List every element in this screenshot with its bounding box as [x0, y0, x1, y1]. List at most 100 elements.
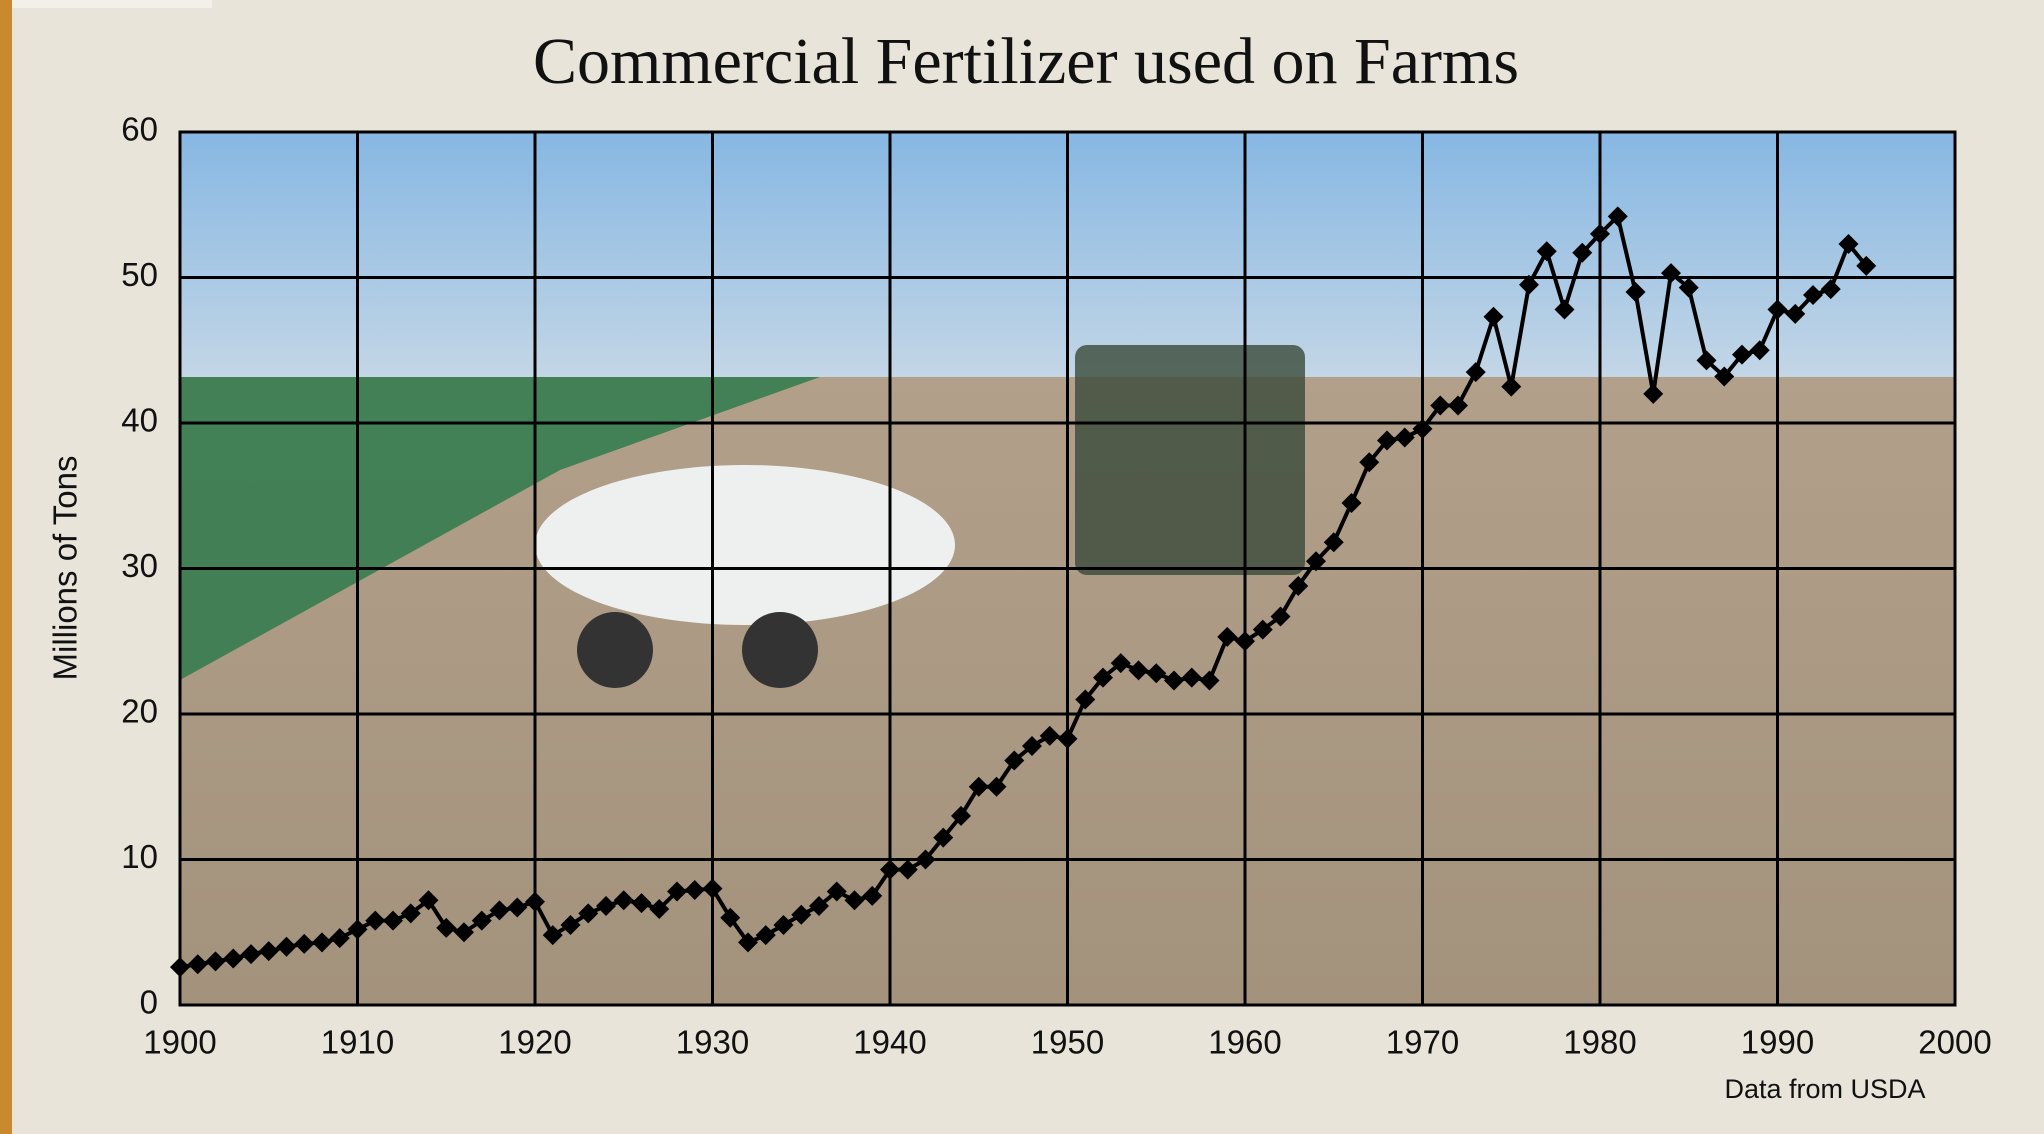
data-point: [1483, 306, 1504, 327]
data-point: [1075, 689, 1096, 710]
data-point: [205, 951, 226, 972]
data-point: [1767, 299, 1788, 320]
data-point: [1323, 532, 1344, 553]
data-point: [1430, 395, 1451, 416]
data-point: [809, 896, 829, 917]
data-point: [1093, 667, 1113, 688]
data-point: [258, 941, 279, 962]
data-point: [915, 849, 936, 870]
data-point: [418, 890, 439, 911]
data-point: [383, 910, 403, 931]
data-point: [187, 954, 208, 975]
data-point: [1696, 350, 1717, 371]
x-tick-label: 1970: [1386, 1024, 1459, 1061]
data-point: [1590, 223, 1610, 244]
data-point: [1572, 242, 1593, 263]
data-point: [1465, 362, 1486, 383]
x-tick-label: 2000: [1918, 1024, 1991, 1061]
data-point: [880, 859, 900, 880]
source-note: Data from USDA: [1724, 1074, 1925, 1104]
data-point: [986, 776, 1007, 797]
y-tick-label: 60: [121, 111, 158, 148]
data-point: [329, 928, 350, 949]
data-point: [436, 917, 457, 938]
data-point: [347, 919, 368, 940]
data-point: [738, 932, 758, 953]
data-point: [1412, 418, 1433, 439]
data-point: [1252, 619, 1273, 640]
data-point: [862, 885, 883, 906]
data-point: [755, 925, 776, 946]
data-point: [1199, 670, 1220, 691]
top-strip: [12, 0, 212, 8]
data-point: [578, 903, 599, 924]
data-point: [826, 881, 847, 902]
data-point: [1004, 750, 1025, 771]
data-point: [400, 903, 421, 924]
data-point: [1181, 667, 1202, 688]
data-point: [170, 957, 190, 978]
data-point: [1341, 493, 1362, 514]
data-point: [1270, 606, 1291, 627]
data-point: [365, 910, 386, 931]
x-tick-label: 1910: [321, 1024, 394, 1061]
data-point: [1838, 234, 1859, 255]
data-point: [489, 900, 510, 921]
data-point: [1377, 430, 1397, 451]
data-point: [1022, 736, 1042, 757]
data-point: [1288, 575, 1309, 596]
data-point: [1661, 263, 1681, 284]
data-point: [791, 904, 812, 925]
plot-border: [178, 130, 1957, 1007]
data-point: [1217, 626, 1238, 647]
data-point: [542, 925, 563, 946]
data-point: [951, 805, 971, 826]
data-point: [1536, 241, 1557, 262]
x-tick-label: 1950: [1031, 1024, 1104, 1061]
data-point: [1448, 395, 1468, 416]
chart-title: Commercial Fertilizer used on Farms: [533, 25, 1519, 98]
data-point: [1625, 282, 1646, 303]
data-point: [720, 907, 741, 928]
data-point: [507, 897, 528, 918]
edge-strip: [0, 0, 12, 1134]
data-point: [1856, 255, 1877, 276]
data-point: [1394, 427, 1415, 448]
data-point: [844, 890, 865, 911]
x-tick-label: 1920: [498, 1024, 571, 1061]
data-point: [1554, 299, 1575, 320]
x-tick-label: 1930: [676, 1024, 749, 1061]
data-point: [276, 936, 297, 957]
data-point: [525, 891, 545, 912]
data-point: [560, 914, 581, 935]
data-point: [223, 948, 244, 969]
data-point: [454, 922, 474, 943]
y-axis-label: Millions of Tons: [47, 456, 84, 681]
x-tick-label: 1900: [143, 1024, 216, 1061]
data-point: [649, 898, 670, 919]
y-tick-label: 40: [121, 402, 158, 439]
data-point: [897, 859, 918, 880]
data-point: [1128, 660, 1149, 681]
data-point: [1235, 631, 1255, 652]
data-point: [1714, 366, 1735, 387]
data-point: [613, 890, 634, 911]
data-point: [1820, 279, 1841, 300]
data-point: [1359, 452, 1380, 473]
data-point: [1607, 206, 1628, 227]
x-tick-label: 1960: [1208, 1024, 1281, 1061]
y-tick-label: 0: [140, 984, 158, 1021]
data-point: [773, 914, 794, 935]
y-tick-label: 50: [121, 256, 158, 293]
data-point: [1501, 376, 1522, 397]
data-point: [1039, 725, 1060, 746]
data-point: [596, 896, 616, 917]
data-point: [1146, 663, 1167, 684]
data-point: [1749, 340, 1770, 361]
data-point: [471, 910, 492, 931]
x-tick-label: 1980: [1563, 1024, 1636, 1061]
data-point: [1057, 728, 1078, 749]
data-point: [933, 827, 954, 848]
